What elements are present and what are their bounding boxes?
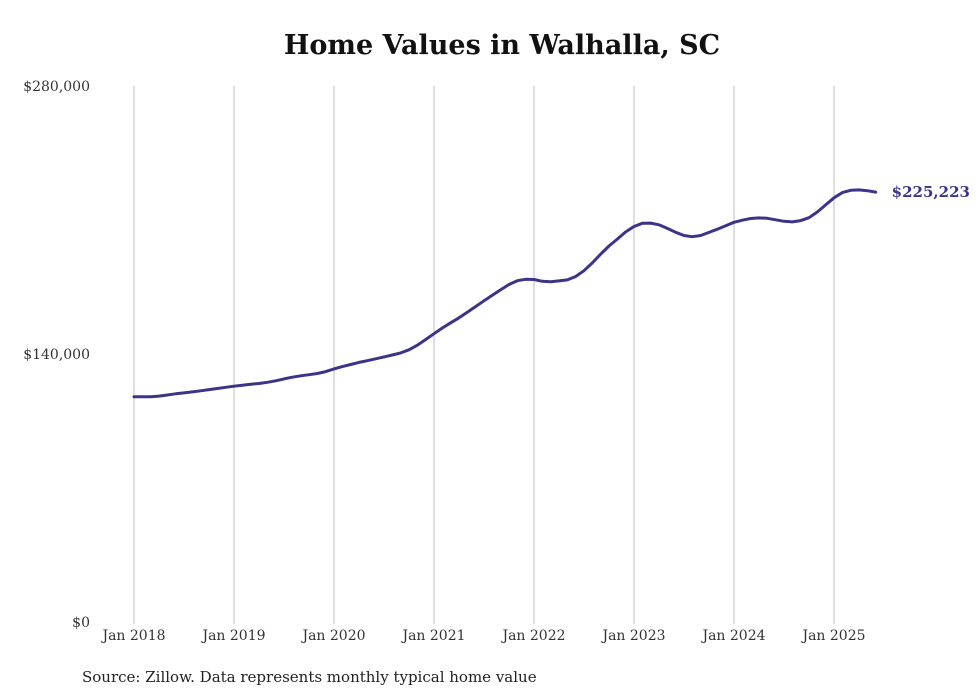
x-tick-label: Jan 2018 xyxy=(100,628,165,644)
x-tick-label: Jan 2021 xyxy=(400,628,465,644)
x-tick-label: Jan 2023 xyxy=(600,628,665,644)
grid-lines xyxy=(133,86,835,624)
x-tick-label: Jan 2020 xyxy=(300,628,365,644)
series-layer: $225,223 xyxy=(132,183,970,399)
series-line xyxy=(132,188,878,399)
y-axis-ticks: $0 $140,000 $280,000 xyxy=(23,79,90,631)
end-value-label: $225,223 xyxy=(892,183,970,201)
x-tick-label: Jan 2022 xyxy=(500,628,565,644)
y-tick-label: $140,000 xyxy=(23,347,90,363)
y-tick-label: $0 xyxy=(72,615,90,631)
x-axis-ticks: Jan 2018 Jan 2019 Jan 2020 Jan 2021 Jan 2022… xyxy=(100,628,865,644)
x-tick-label: Jan 2025 xyxy=(800,628,865,644)
chart-title: Home Values in Walhalla, SC xyxy=(283,30,721,61)
source-note: Source: Zillow. Data represents monthly … xyxy=(82,668,537,686)
x-tick-label: Jan 2024 xyxy=(700,628,765,644)
y-tick-label: $280,000 xyxy=(23,79,90,95)
x-tick-label: Jan 2019 xyxy=(200,628,265,644)
